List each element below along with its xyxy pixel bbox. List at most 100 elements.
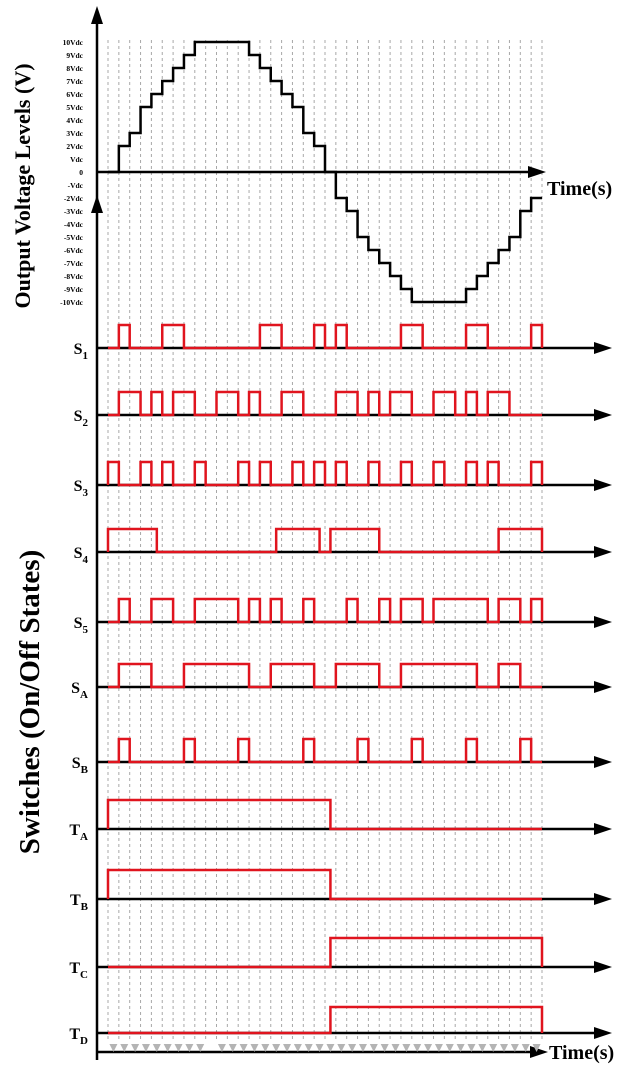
sampling-instant-marker (304, 1044, 313, 1052)
sampling-instant-marker (272, 1044, 281, 1052)
switch-time-axis-arrow (594, 961, 612, 973)
sampling-instant-marker (261, 1044, 270, 1052)
voltage-level-label: 0 (79, 168, 83, 177)
switch-signal (106, 527, 544, 554)
sampling-instant-marker (445, 1044, 454, 1052)
sampling-instant-marker (500, 1044, 509, 1052)
time-label-bottom: Time(s) (549, 1042, 615, 1064)
sampling-instant-marker (369, 1044, 378, 1052)
top-axis-arrow (91, 6, 103, 24)
switch-time-axis-arrow (594, 893, 612, 905)
y-axis-title-top: Output Voltage Levels (V) (10, 63, 35, 309)
switch-label: SB (72, 755, 89, 776)
sampling-instant-marker (489, 1044, 498, 1052)
y-axis-title-bottom: Switches (On/Off States) (14, 549, 46, 855)
switch-time-axis-arrow (594, 409, 612, 421)
voltage-level-label: Vdc (70, 155, 84, 164)
switch-signal (106, 460, 544, 487)
switch-time-axis-arrow (594, 1027, 612, 1039)
sampling-instant-marker (141, 1044, 150, 1052)
voltage-level-label: -3Vdc (64, 207, 84, 216)
sampling-instant-marker (348, 1044, 357, 1052)
switch-signal (108, 662, 542, 689)
switch-signal (108, 323, 544, 350)
switch-label: S3 (74, 478, 89, 499)
switch-time-axis-arrow (594, 546, 612, 558)
sampling-instant-marker (521, 1044, 530, 1052)
sampling-instant-marker (283, 1044, 292, 1052)
switch-label: TD (69, 1026, 88, 1047)
sampling-instant-marker (434, 1044, 443, 1052)
switch-label: S2 (74, 408, 89, 429)
voltage-level-label: 3Vdc (66, 129, 83, 138)
switch-time-axis-arrow (594, 616, 612, 628)
voltage-level-label: 4Vdc (66, 116, 83, 125)
voltage-level-label: -10Vdc (60, 298, 84, 307)
sampling-instant-marker (532, 1044, 541, 1052)
sampling-instant-marker (358, 1044, 367, 1052)
sampling-instant-marker (510, 1044, 519, 1052)
sampling-instant-marker (239, 1044, 248, 1052)
sampling-instant-marker (250, 1044, 259, 1052)
sampling-instant-marker (424, 1044, 433, 1052)
switch-time-axis-arrow (594, 479, 612, 491)
voltage-level-label: -8Vdc (64, 272, 84, 281)
switch-label: TB (70, 892, 89, 913)
switch-label: SA (71, 680, 88, 701)
voltage-level-label: -Vdc (68, 181, 84, 190)
sampling-instant-marker (478, 1044, 487, 1052)
sampling-instant-marker (413, 1044, 422, 1052)
middle-axis-arrow (91, 195, 103, 213)
switch-signal (108, 597, 544, 624)
switch-label: S5 (74, 615, 89, 636)
voltage-level-label: 10Vdc (63, 38, 84, 47)
voltage-level-label: -7Vdc (64, 259, 84, 268)
voltage-level-label: -2Vdc (64, 194, 84, 203)
voltage-level-label: 8Vdc (66, 64, 83, 73)
sampling-instant-marker (120, 1044, 129, 1052)
sampling-instant-marker (337, 1044, 346, 1052)
voltage-level-label: 9Vdc (66, 51, 83, 60)
switch-time-axis-arrow (594, 823, 612, 835)
sampling-instant-marker (109, 1044, 118, 1052)
voltage-level-label: -6Vdc (64, 246, 84, 255)
sampling-instant-marker (163, 1044, 172, 1052)
switch-signal (108, 737, 542, 764)
switch-signal (108, 390, 542, 417)
sampling-instant-marker (228, 1044, 237, 1052)
switch-signal (108, 1005, 544, 1035)
sampling-instant-marker (217, 1044, 226, 1052)
voltage-level-label: 7Vdc (66, 77, 83, 86)
sampling-instant-marker (293, 1044, 302, 1052)
sampling-instant-marker (326, 1044, 335, 1052)
voltage-level-label: 5Vdc (66, 103, 83, 112)
voltage-level-label: 2Vdc (66, 142, 83, 151)
sampling-instant-marker (456, 1044, 465, 1052)
sampling-instant-marker (380, 1044, 389, 1052)
switch-time-axis-arrow (594, 756, 612, 768)
switch-time-axis-arrow (594, 342, 612, 354)
switch-signal (106, 868, 542, 901)
switch-signal (108, 936, 544, 969)
sampling-instant-marker (467, 1044, 476, 1052)
switch-signal (106, 798, 542, 831)
sampling-instant-marker (402, 1044, 411, 1052)
switch-time-axis-arrow (594, 681, 612, 693)
switch-label: S4 (74, 545, 89, 566)
sampling-instant-marker (315, 1044, 324, 1052)
voltage-level-label: -5Vdc (64, 233, 84, 242)
time-axis-bottom-arrow (530, 1046, 548, 1058)
sampling-instant-marker (185, 1044, 194, 1052)
voltage-level-label: -9Vdc (64, 285, 84, 294)
sampling-instant-marker (131, 1044, 140, 1052)
switch-label: TA (69, 822, 88, 843)
switch-label: S1 (74, 341, 88, 362)
sampling-instant-marker (391, 1044, 400, 1052)
time-label-top: Time(s) (547, 178, 613, 200)
time-axis-top-arrow (528, 166, 546, 178)
sampling-instant-marker (174, 1044, 183, 1052)
switch-label: TC (69, 960, 88, 981)
output-voltage-waveform (108, 40, 542, 304)
